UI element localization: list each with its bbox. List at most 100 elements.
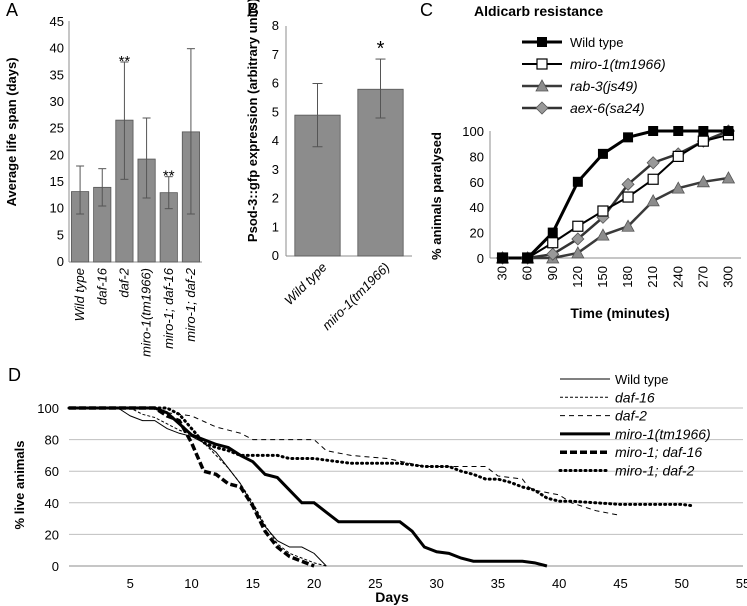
chart-d-ytick: 40 <box>45 496 59 511</box>
chart-d-survival: % live animals Days 0 20 40 60 80 100 5 10 15 20 2… <box>12 372 747 605</box>
chart-c-marker-miro1 <box>547 237 559 249</box>
chart-d-ytick: 80 <box>45 433 59 448</box>
chart-c-series-line <box>502 133 729 259</box>
chart-c-series-line <box>502 129 729 260</box>
chart-a-ylabel: Average life span (days) <box>4 57 19 206</box>
chart-c-ytick: 20 <box>470 226 484 241</box>
chart-c-ytick: 100 <box>462 124 484 139</box>
chart-c-marker-rab3 <box>621 219 635 232</box>
chart-c-xtick: 30 <box>495 266 510 280</box>
chart-d-series-line <box>69 407 621 516</box>
chart-d-series-line <box>69 407 327 567</box>
chart-c-marker-wild-type <box>537 37 547 47</box>
chart-a-ytick: 10 <box>50 201 64 216</box>
chart-a-ytick: 5 <box>57 227 64 242</box>
chart-a-xtick: miro-1(tm1966) <box>139 268 154 357</box>
chart-c-xtick: 210 <box>645 266 660 288</box>
panel-label-a: A <box>6 0 18 20</box>
chart-d-series-line <box>69 406 315 568</box>
chart-c-series-line <box>502 176 729 260</box>
chart-c-marker-aex6 <box>621 177 635 191</box>
chart-c-marker-wild-type <box>522 253 533 263</box>
chart-c-legend-label: miro-1(tm1966) <box>570 56 666 72</box>
chart-c-xtick: 120 <box>570 266 585 288</box>
chart-c-title: Aldicarb resistance <box>474 3 603 19</box>
chart-c-ytick: 40 <box>470 200 484 215</box>
chart-d-ytick: 100 <box>37 401 59 416</box>
chart-c-marker-wild-type <box>698 126 709 136</box>
chart-d-ytick: 20 <box>45 527 59 542</box>
chart-d-legend-label: Wild type <box>615 372 668 387</box>
chart-b-ytick: 2 <box>272 191 279 206</box>
chart-d-xtick: 20 <box>307 576 321 591</box>
chart-a-xtick: Wild type <box>72 268 87 321</box>
chart-a-xtick: daf-16 <box>94 267 109 305</box>
chart-c-xtick: 90 <box>545 266 560 280</box>
chart-a-ytick: 40 <box>50 41 64 56</box>
chart-d-series-line <box>69 406 548 568</box>
chart-c-ytick: 0 <box>477 251 484 266</box>
chart-a-ytick: 25 <box>50 121 64 136</box>
chart-c-xtick: 150 <box>595 266 610 288</box>
chart-c-marker-wild-type <box>547 227 558 238</box>
chart-c-xtick: 60 <box>520 266 535 280</box>
chart-c-marker-wild-type <box>623 132 634 143</box>
chart-c-aldicarb: Aldicarb resistance % animals paralysed … <box>429 3 741 321</box>
chart-c-xtick: 300 <box>720 266 735 288</box>
chart-b-ytick: 6 <box>272 76 279 91</box>
chart-d-series-line <box>69 407 327 567</box>
chart-a-xtick: miro-1; daf-2 <box>183 267 198 341</box>
chart-a-xtick: daf-2 <box>116 267 131 297</box>
chart-a-ytick: 0 <box>57 254 64 269</box>
chart-d-ytick: 0 <box>52 559 59 574</box>
chart-d-xtick: 10 <box>184 576 198 591</box>
chart-c-marker-wild-type <box>572 176 583 187</box>
chart-c-ylabel: % animals paralysed <box>429 132 444 260</box>
chart-a-ytick: 15 <box>50 174 64 189</box>
chart-c-legend-label: aex-6(sa24) <box>570 100 645 116</box>
chart-a-significance: ** <box>119 53 131 70</box>
chart-d-xtick: 30 <box>429 576 443 591</box>
chart-b-ytick: 5 <box>272 104 279 119</box>
chart-c-marker-rab3 <box>671 181 685 194</box>
chart-c-ytick: 80 <box>470 149 484 164</box>
chart-c-marker-rab3 <box>571 246 585 259</box>
chart-a-ytick: 20 <box>50 147 64 162</box>
chart-b-ytick: 0 <box>272 248 279 263</box>
chart-c-marker-miro1 <box>597 205 609 217</box>
chart-a-lifespan: Average life span (days) 0 5 10 15 20 25 30 35 4… <box>4 14 202 357</box>
chart-d-series-line <box>67 406 696 508</box>
chart-c-marker-miro1 <box>536 58 548 70</box>
chart-c-marker-wild-type <box>723 126 734 136</box>
chart-b-psod3-expression: Psod-3::gfp expression (arbitrary units)… <box>245 0 412 333</box>
chart-c-marker-aex6 <box>535 101 549 115</box>
chart-d-legend-label: daf-16 <box>615 389 655 405</box>
chart-c-xtick: 270 <box>695 266 710 288</box>
chart-c-marker-rab3 <box>696 174 711 188</box>
chart-d-xtick: 55 <box>736 576 747 591</box>
chart-d-ytick: 60 <box>45 464 59 479</box>
chart-c-xlabel: Time (minutes) <box>570 305 669 321</box>
panel-label-d: D <box>8 365 21 385</box>
chart-a-ytick: 30 <box>50 94 64 109</box>
chart-c-marker-miro1 <box>672 150 684 162</box>
chart-c-ytick: 60 <box>470 175 484 190</box>
chart-d-legend-label: miro-1; daf-16 <box>615 444 702 460</box>
panel-label-c: C <box>420 0 433 20</box>
chart-c-marker-wild-type <box>648 126 659 136</box>
chart-d-xtick: 15 <box>246 576 260 591</box>
chart-b-ytick: 4 <box>272 133 279 148</box>
chart-b-xtick: miro-1(tm1966) <box>319 260 392 333</box>
chart-c-marker-miro1 <box>697 135 709 147</box>
chart-b-ytick: 1 <box>272 219 279 234</box>
chart-c-marker-miro1 <box>622 191 634 203</box>
chart-c-xtick: 180 <box>620 266 635 288</box>
chart-a-significance: ** <box>163 168 175 185</box>
chart-c-marker-aex6 <box>646 156 660 170</box>
chart-d-xtick: 40 <box>552 576 566 591</box>
chart-d-xtick: 50 <box>674 576 688 591</box>
chart-d-ylabel: % live animals <box>12 441 27 530</box>
chart-d-legend-label: miro-1; daf-2 <box>615 463 695 479</box>
chart-c-marker-aex6 <box>571 232 585 246</box>
